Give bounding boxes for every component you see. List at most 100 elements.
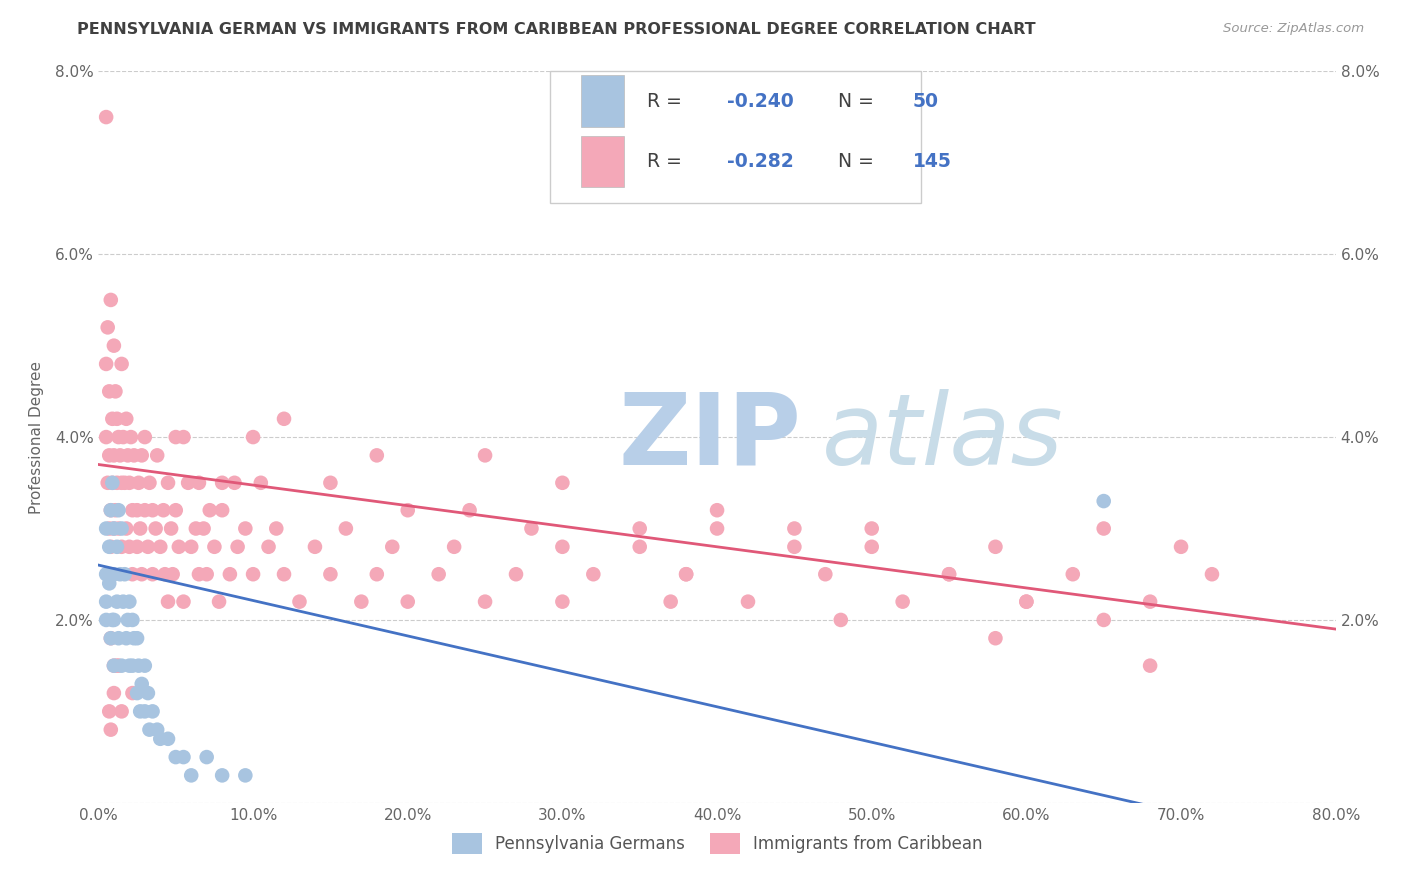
Point: [100, 540, 122, 554]
Point: [938, 567, 960, 582]
Point: [198, 503, 221, 517]
Point: [396, 503, 419, 517]
Point: [96, 595, 118, 609]
Point: [103, 567, 125, 582]
Point: [582, 567, 605, 582]
Point: [117, 613, 139, 627]
Point: [127, 503, 149, 517]
Point: [105, 540, 128, 554]
Point: [127, 686, 149, 700]
Legend: Pennsylvania Germans, Immigrants from Caribbean: Pennsylvania Germans, Immigrants from Ca…: [444, 827, 990, 860]
Point: [157, 475, 180, 490]
Point: [157, 595, 180, 609]
Point: [122, 449, 145, 463]
Point: [96, 613, 118, 627]
Point: [96, 521, 118, 535]
Point: [115, 412, 138, 426]
Point: [100, 293, 122, 307]
Point: [193, 521, 215, 535]
Point: [628, 521, 651, 535]
Point: [121, 503, 143, 517]
Text: R =: R =: [647, 92, 688, 111]
FancyBboxPatch shape: [581, 76, 624, 127]
Point: [250, 475, 273, 490]
Point: [128, 475, 150, 490]
Point: [103, 658, 125, 673]
Point: [257, 540, 280, 554]
Point: [131, 449, 153, 463]
Point: [104, 503, 127, 517]
Text: N =: N =: [825, 153, 880, 171]
Text: -0.240: -0.240: [727, 92, 794, 111]
Point: [134, 503, 156, 517]
Point: [366, 449, 388, 463]
Point: [100, 632, 122, 646]
Point: [141, 503, 165, 517]
Point: [138, 723, 160, 737]
Point: [288, 595, 311, 609]
Point: [96, 110, 118, 124]
Point: [112, 595, 135, 609]
Point: [659, 595, 682, 609]
Point: [115, 521, 138, 535]
Point: [264, 521, 288, 535]
Point: [134, 430, 156, 444]
Point: [98, 576, 121, 591]
Point: [860, 521, 883, 535]
Point: [145, 521, 167, 535]
Point: [1201, 567, 1223, 582]
Point: [520, 521, 543, 535]
Text: N =: N =: [825, 92, 880, 111]
Point: [103, 686, 125, 700]
Point: [675, 567, 697, 582]
Point: [195, 567, 218, 582]
Point: [180, 768, 202, 782]
Point: [335, 521, 357, 535]
Point: [153, 567, 176, 582]
Point: [112, 430, 135, 444]
Point: [157, 731, 180, 746]
Point: [737, 595, 759, 609]
Point: [180, 540, 202, 554]
Point: [177, 475, 200, 490]
Point: [111, 475, 132, 490]
Point: [304, 540, 326, 554]
Point: [98, 705, 121, 719]
Point: [219, 567, 242, 582]
Point: [458, 503, 481, 517]
Point: [152, 503, 174, 517]
Point: [107, 521, 129, 535]
Point: [211, 475, 233, 490]
Point: [188, 567, 211, 582]
Point: [172, 595, 194, 609]
Point: [103, 521, 125, 535]
Point: [366, 567, 388, 582]
Point: [111, 658, 132, 673]
Point: [128, 658, 150, 673]
Point: [97, 475, 120, 490]
Point: [224, 475, 246, 490]
Point: [129, 705, 152, 719]
Point: [783, 540, 806, 554]
Point: [121, 658, 143, 673]
Point: [121, 613, 143, 627]
Point: [551, 595, 574, 609]
Point: [149, 540, 172, 554]
Point: [118, 658, 141, 673]
Point: [273, 412, 295, 426]
Point: [111, 357, 132, 371]
Point: [938, 567, 960, 582]
Point: [195, 750, 218, 764]
Point: [103, 613, 125, 627]
Point: [188, 475, 211, 490]
Point: [103, 658, 125, 673]
Point: [121, 686, 143, 700]
Point: [122, 632, 145, 646]
Point: [211, 768, 233, 782]
Point: [149, 731, 172, 746]
Point: [118, 595, 141, 609]
Point: [319, 567, 342, 582]
Text: PENNSYLVANIA GERMAN VS IMMIGRANTS FROM CARIBBEAN PROFESSIONAL DEGREE CORRELATION: PENNSYLVANIA GERMAN VS IMMIGRANTS FROM C…: [77, 22, 1036, 37]
Point: [242, 430, 264, 444]
Point: [108, 567, 131, 582]
